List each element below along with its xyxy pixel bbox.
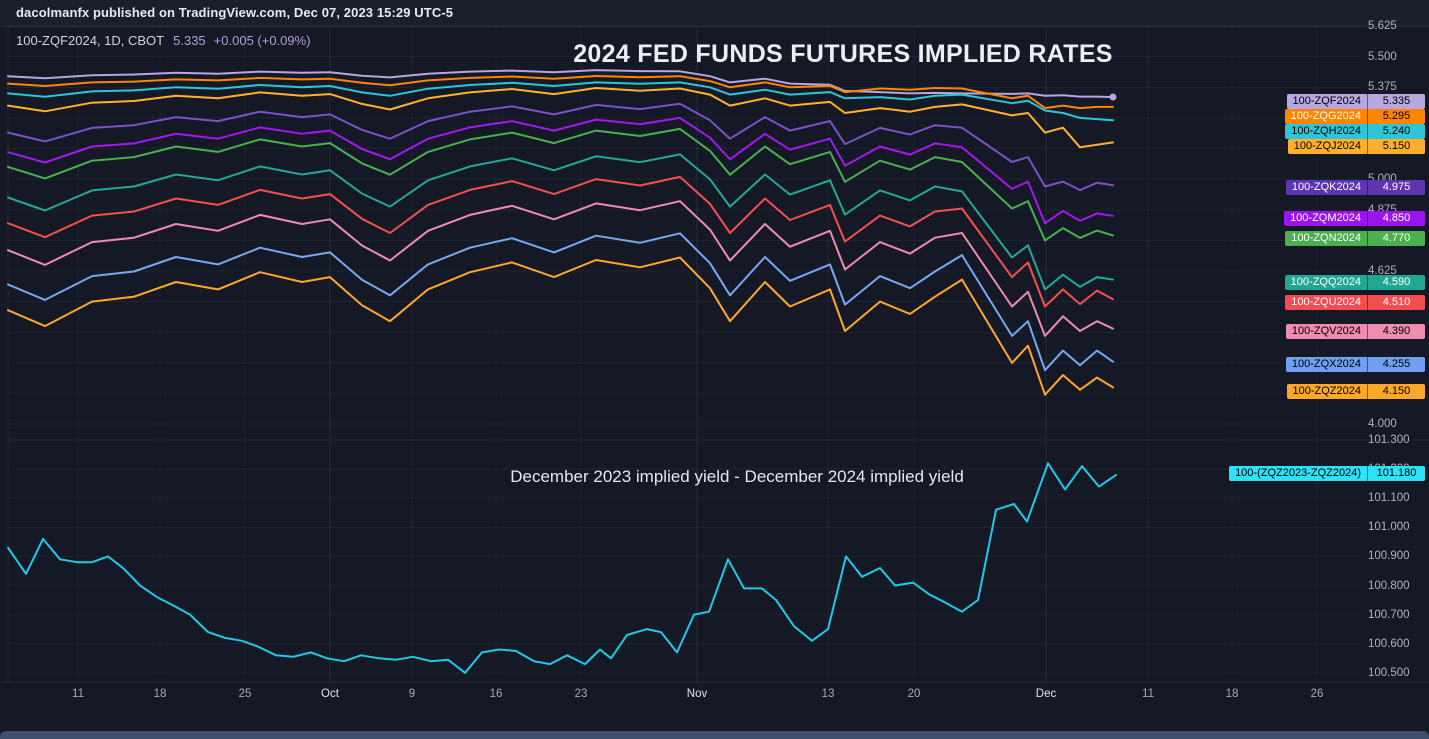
price-label-name: 100-ZQK2024 [1286,179,1368,195]
price-label-ZQU2024: 100-ZQU2024 4.510 [1285,294,1425,310]
x-tick-label: 9 [408,688,416,700]
price-label-value: 5.150 [1382,139,1411,152]
price-label-name: 100-ZQF2024 [1287,93,1368,109]
y-tick-label: 100.700 [1368,608,1410,621]
price-label-name: 100-ZQQ2024 [1285,274,1368,290]
series-line-ZQM2024 [7,116,1114,225]
last-price-dot [1109,93,1117,101]
y-tick-label: 4.000 [1368,418,1397,431]
price-label-ZQN2024: 100-ZQN2024 4.770 [1285,230,1425,246]
symbol-legend[interactable]: 100-ZQF2024, 1D, CBOT 5.335 +0.005 (+0.09%… [16,33,311,48]
legend-symbol-text: 100-ZQF2024, 1D, CBOT [16,33,165,48]
x-tick-label: 11 [1142,688,1154,700]
price-label-value: 5.295 [1382,109,1411,122]
series-line-ZQQ2024 [7,153,1114,291]
price-label-ZQX2024: 100-ZQX2024 4.255 [1285,356,1425,372]
y-tick-label: 100.600 [1368,637,1410,650]
y-tick-label: 100.800 [1368,579,1410,592]
price-label-name: 100-ZQX2024 [1286,356,1368,372]
price-label-value: 5.240 [1382,124,1411,137]
price-label-name: 100-ZQH2024 [1285,123,1368,139]
x-tick-label: Nov [686,688,708,700]
series-line-ZQV2024 [7,200,1114,337]
attribution-text: dacolmanfx published on TradingView.com,… [16,5,454,20]
price-label-ZQG2024: 100-ZQG2024 5.295 [1284,108,1425,124]
x-tick-label: 20 [907,688,921,700]
series-line-ZQG2024 [7,75,1114,110]
price-label-name: 100-ZQM2024 [1284,210,1368,226]
x-tick-label: 18 [1225,688,1239,700]
price-label-value: 4.975 [1382,180,1411,193]
price-label-name: 100-ZQN2024 [1285,230,1368,246]
y-tick-label: 101.000 [1368,521,1410,534]
chart-title: 2024 FED FUNDS FUTURES IMPLIED RATES [573,40,1113,68]
y-tick-label: 101.300 [1368,434,1410,446]
series-line-ZQF2024 [7,69,1114,99]
price-label-name: 100-(ZQZ2023-ZQZ2024) [1229,465,1368,481]
price-label-name: 100-ZQG2024 [1285,108,1368,124]
y-tick-label: 5.500 [1368,50,1397,63]
price-label-name: 100-ZQU2024 [1285,294,1368,310]
price-label-ZQJ2024: 100-ZQJ2024 5.150 [1287,138,1425,154]
series-line-ZQH2024 [7,81,1114,122]
price-label-value: 4.150 [1382,384,1411,397]
series-line-ZQZ-spread [7,462,1117,674]
bottom-edge-bar [0,731,1429,739]
price-label-value: 4.390 [1382,324,1411,337]
price-label-ZQH2024: 100-ZQH2024 5.240 [1285,123,1425,139]
x-tick-label: 25 [238,688,252,700]
price-label-ZQF2024: 100-ZQF2024 5.335 [1286,93,1425,109]
x-tick-label: 16 [489,688,503,700]
series-line-ZQZ2024 [7,256,1114,396]
publish-attribution-bar: dacolmanfx published on TradingView.com,… [0,0,1429,27]
price-label-name: 100-ZQV2024 [1286,323,1368,339]
x-tick-label: 11 [72,688,84,700]
series-line-ZQK2024 [7,102,1114,192]
price-label-value: 4.255 [1382,357,1411,370]
x-tick-label: 26 [1310,688,1324,700]
x-tick-label: Oct [321,688,339,700]
price-label-value: 4.590 [1382,275,1411,288]
price-label-ZQK2024: 100-ZQK2024 4.975 [1285,179,1425,195]
y-tick-label: 100.900 [1368,550,1410,563]
price-label-name: 100-ZQJ2024 [1288,138,1368,154]
price-label-value: 4.850 [1382,211,1411,224]
x-tick-label: 13 [821,688,835,700]
y-tick-label: 5.375 [1368,81,1397,94]
price-label-ZQM2024: 100-ZQM2024 4.850 [1284,210,1425,226]
price-label-value: 5.335 [1382,94,1411,107]
y-tick-label: 101.100 [1368,492,1410,505]
pane2-annotation: December 2023 implied yield - December 2… [510,467,964,486]
price-label-value: 4.770 [1382,231,1411,244]
price-label-ZQZ-spread: 100-(ZQZ2023-ZQZ2024) 101.180 [1229,465,1425,481]
price-label-ZQQ2024: 100-ZQQ2024 4.590 [1284,274,1425,290]
price-label-ZQV2024: 100-ZQV2024 4.390 [1285,323,1425,339]
x-tick-label: Dec [1035,688,1057,700]
price-label-value: 101.180 [1376,466,1417,479]
legend-last-price: 5.335 [173,33,206,48]
legend-change: +0.005 (+0.09%) [213,33,311,48]
y-tick-label: 4.625 [1368,265,1397,277]
y-tick-label: 5.625 [1368,20,1397,32]
x-tick-label: 23 [574,688,588,700]
series-line-ZQX2024 [7,232,1114,372]
series-line-ZQN2024 [7,127,1114,242]
price-label-ZQZ2024: 100-ZQZ2024 4.150 [1286,383,1425,399]
price-label-value: 4.510 [1382,295,1411,308]
series-line-ZQU2024 [7,175,1114,308]
series-line-ZQJ2024 [7,87,1114,149]
x-tick-label: 18 [153,688,167,700]
y-tick-label: 100.500 [1368,666,1410,679]
price-label-name: 100-ZQZ2024 [1287,383,1368,399]
